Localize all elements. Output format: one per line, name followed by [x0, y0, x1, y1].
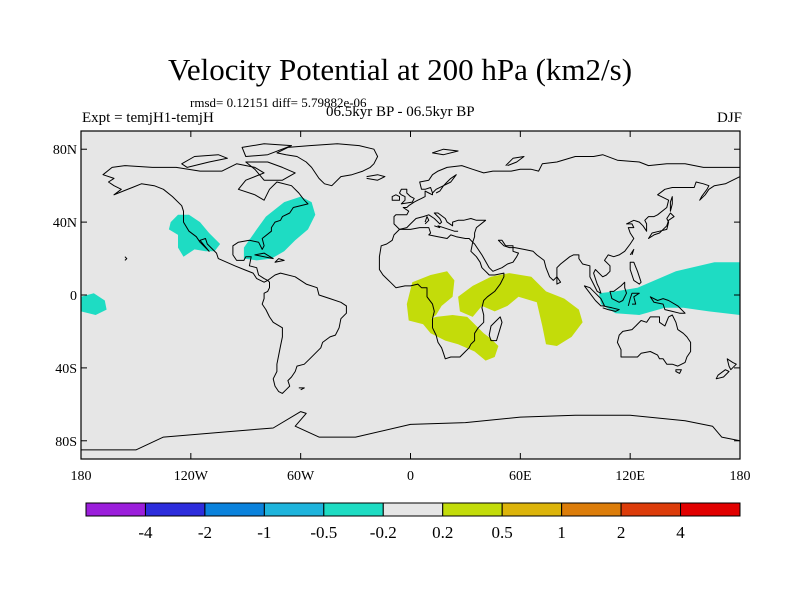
coastline-scandinavia-bay — [432, 174, 457, 194]
longitude-axis: 180 120W 60W 0 60E 120E 180 — [71, 131, 751, 484]
coastline-ellesmere — [241, 143, 292, 157]
coastline-sakhalin — [669, 196, 673, 212]
lat-tick-label: 40S — [55, 362, 77, 377]
colorbar-box — [382, 502, 444, 517]
coastline-new-zealand-n — [726, 358, 737, 371]
coastline-hawaii — [124, 256, 128, 261]
lon-tick-label: 60E — [509, 469, 532, 484]
coastline-sicily-crete — [434, 225, 459, 232]
colorbar-label: 4 — [676, 523, 685, 542]
colorbar-box — [501, 502, 563, 517]
coastline-borneo — [609, 281, 627, 303]
lat-tick-label: 0 — [70, 289, 77, 304]
coastline-baffin — [245, 161, 296, 181]
anomaly-region-maritime-continent — [599, 262, 740, 315]
lon-tick-label: 0 — [407, 469, 414, 484]
colorbar-box — [263, 502, 325, 517]
coastline-australia — [616, 314, 692, 367]
colorbar: -4 -2 -1 -0.5 -0.2 0.2 0.5 1 2 4 — [85, 502, 741, 542]
colorbar-box — [323, 502, 384, 517]
coastline-cuba — [254, 252, 274, 260]
anomaly-fills — [81, 196, 740, 361]
lon-tick-label: 60W — [287, 469, 315, 484]
coastline-eurasia — [393, 154, 740, 294]
season-label: DJF — [716, 110, 742, 126]
coastline-novaya-zemlya — [505, 156, 525, 167]
coastline-great-britain — [399, 188, 415, 205]
anomaly-region-east-africa-indian-ocean — [458, 273, 583, 346]
colorbar-label: 2 — [617, 523, 626, 542]
lon-tick-label: 120E — [615, 469, 645, 484]
coastline-new-zealand-s — [715, 369, 730, 380]
colorbar-label: 0.2 — [432, 523, 453, 542]
coastline-new-guinea — [649, 296, 686, 314]
coastline-hispaniola — [274, 258, 285, 263]
colorbar-box — [442, 502, 503, 517]
colorbar-box — [85, 502, 146, 517]
colorbar-label: 0.5 — [492, 523, 513, 542]
colorbar-label: -0.5 — [310, 523, 337, 542]
coastline-greenland — [276, 143, 379, 187]
coastline-antarctica — [81, 411, 740, 451]
coastline-ireland — [391, 194, 400, 201]
lon-tick-label: 180 — [730, 469, 751, 484]
lon-tick-label: 120W — [174, 469, 209, 484]
colorbar-box — [620, 502, 682, 517]
period-label: 06.5kyr BP - 06.5kyr BP — [326, 104, 475, 120]
coastline-falklands — [298, 387, 305, 391]
colorbar-label: -4 — [138, 523, 153, 542]
coastline-north-america — [102, 163, 309, 283]
coastline-africa — [378, 227, 505, 360]
colorbar-box — [204, 502, 265, 517]
experiment-label: Expt = temjH1-temjH — [82, 110, 214, 126]
colorbar-label: -2 — [198, 523, 212, 542]
colorbar-box — [680, 502, 741, 517]
colorbar-box — [144, 502, 206, 517]
lat-tick-label: 40N — [53, 216, 77, 231]
colorbar-label: -1 — [257, 523, 271, 542]
coastline-java — [602, 305, 620, 312]
lon-tick-label: 180 — [71, 469, 92, 484]
coastline-madagascar — [488, 316, 503, 342]
latitude-axis: 80N 40N 0 40S 80S — [53, 143, 740, 450]
coastline-sri-lanka — [556, 276, 562, 285]
coastline-philippines — [629, 261, 642, 285]
coastline-iceland — [366, 174, 386, 181]
coastline-taiwan-hainan — [629, 248, 635, 256]
anomaly-region-southern-africa — [421, 315, 499, 361]
coastline-tasmania — [675, 369, 682, 374]
coastline-japan — [648, 212, 675, 239]
anomaly-region-eastern-north-america — [243, 196, 316, 261]
anomaly-region-eastern-pacific — [81, 293, 107, 315]
coastlines — [81, 143, 740, 451]
figure-title: Velocity Potential at 200 hPa (km2/s) — [167, 52, 633, 87]
colorbar-box — [561, 502, 622, 517]
colorbar-label: 1 — [557, 523, 566, 542]
coastline-svalbard — [432, 148, 459, 156]
coastline-canadian-archipelago — [181, 154, 228, 168]
coastline-sulawesi — [627, 292, 640, 307]
colorbar-label: -0.2 — [370, 523, 397, 542]
coastline-sardinia-corsica — [424, 216, 430, 225]
rmsd-diff-statistics: rmsd= 0.12151 diff= 5.79882e-06 — [190, 95, 367, 110]
lat-tick-label: 80N — [53, 143, 77, 158]
lat-tick-label: 80S — [55, 435, 77, 450]
coastline-south-america — [261, 272, 347, 394]
